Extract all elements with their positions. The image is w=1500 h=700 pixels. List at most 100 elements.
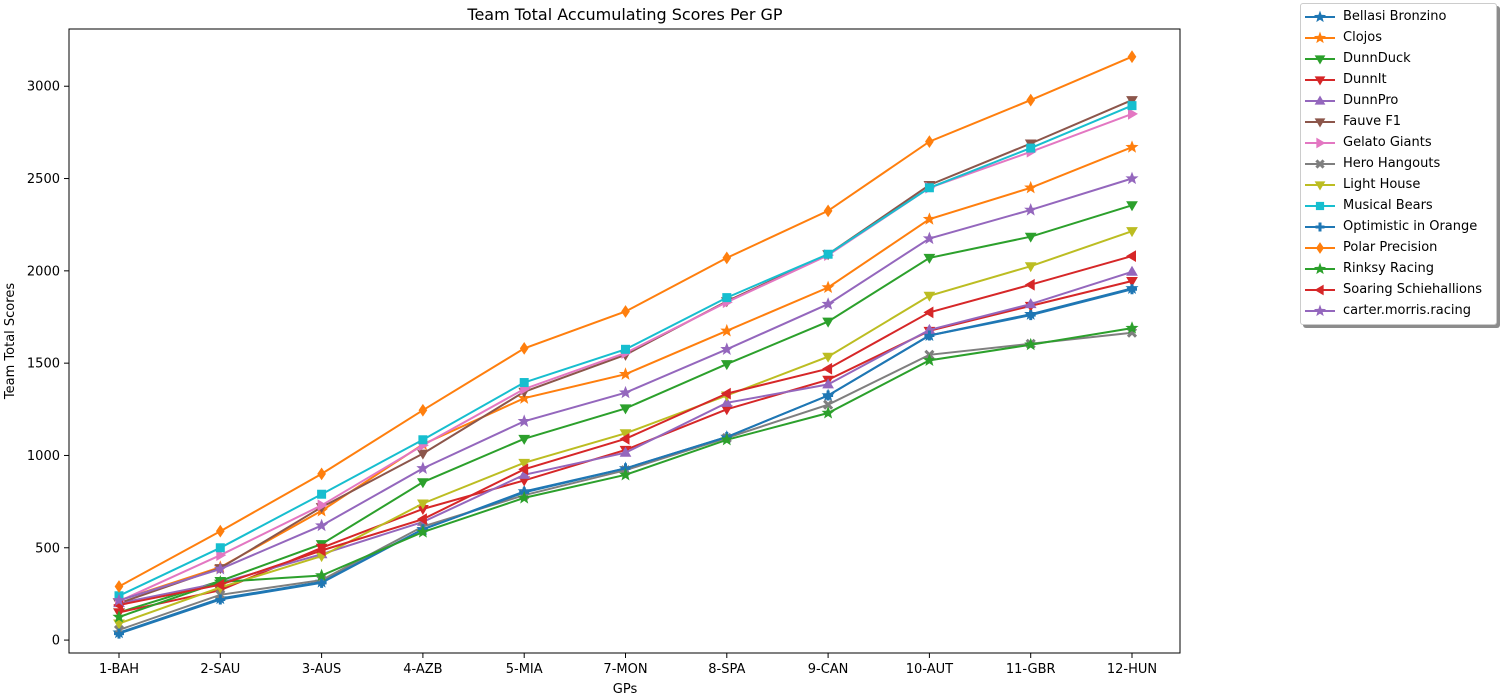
legend-label: carter.morris.racing [1343,303,1471,318]
data-point [821,297,835,310]
legend-swatch [1305,201,1335,210]
data-point [925,135,934,149]
legend-label: Rinksy Racing [1343,261,1434,276]
legend-swatch [1305,54,1335,64]
y-tick-label: 3000 [27,80,60,95]
data-point [1024,180,1038,194]
series-line [118,55,1133,588]
data-point [720,387,731,400]
data-point [517,490,531,504]
series-group [112,171,1139,606]
data-point [215,543,225,553]
legend-swatch [1305,262,1335,274]
x-tick-label: 1-BAH [99,662,139,677]
data-point [418,403,428,417]
data-point [517,414,531,427]
data-point [922,231,936,245]
data-point [317,489,327,499]
data-point [720,342,734,355]
data-point [720,432,734,446]
series-line [118,288,1133,635]
data-point [315,544,326,557]
data-point [417,499,429,510]
data-point [114,628,124,639]
data-point [720,323,734,337]
legend-swatch [1305,117,1335,127]
data-point [1126,277,1138,287]
data-point [821,280,835,294]
legend: Bellasi Bronzino Clojos DunnDuck DunnIt Dunn… [1300,3,1497,325]
plot-frame [68,28,1181,654]
data-point [1126,227,1138,238]
legend-label: Polar Precision [1343,240,1438,255]
data-point [822,378,834,389]
data-point [113,619,125,630]
data-point [1024,202,1038,216]
legend-item: Musical Bears [1301,195,1496,216]
data-point [1127,101,1137,111]
legend-item: Light House [1301,174,1496,195]
data-point [1025,310,1036,321]
data-point [619,446,632,457]
y-tick-label: 0 [52,634,60,649]
data-point [618,367,633,380]
data-point [417,449,429,460]
data-point [214,578,225,591]
x-tick-label: 2-SAU [200,662,240,677]
x-tick-label: 11-GBR [1006,662,1056,677]
series-group [113,201,1138,619]
legend-label: Bellasi Bronzino [1343,9,1447,24]
legend-label: Fauve F1 [1343,114,1402,129]
data-point [1128,108,1138,120]
legend-label: Hero Hangouts [1343,156,1441,171]
legend-swatch [1305,31,1335,43]
y-tick-label: 2500 [27,172,60,187]
x-tick-label: 10-AUT [906,662,953,677]
plot-area: 1-BAH 2-SAU 3-AUS 4-AZB 5-MIA 7-MON 8-SPA 9-CAN… [27,28,1181,677]
data-point [720,396,733,407]
legend-item: Rinksy Racing [1301,258,1496,279]
series-group [112,281,1139,639]
legend-item: Fauve F1 [1301,111,1496,132]
data-point [823,204,833,218]
data-point [316,577,327,588]
data-point [1024,262,1037,273]
x-tick-label: 9-CAN [808,662,849,677]
series-group [114,284,1137,639]
x-tick-label: 8-SPA [708,662,745,677]
x-tick-label: 12-HUN [1107,662,1157,677]
series-line [118,331,1133,631]
x-tick-label: 4-AZB [403,662,442,677]
data-point [822,352,834,363]
x-tick-label: 7-MON [603,662,647,677]
data-point [923,291,936,302]
data-point [924,183,934,193]
data-point [315,518,329,532]
legend-label: Light House [1343,177,1421,192]
data-point [618,467,633,481]
x-tick-label: 5-MIA [506,662,543,677]
data-point [922,353,936,366]
y-tick-label: 1000 [27,449,60,464]
legend-label: Gelato Giants [1343,135,1432,150]
data-point [1024,298,1037,309]
data-point [722,293,732,303]
data-point [418,435,428,445]
legend-item: DunnIt [1301,69,1496,90]
data-point [519,378,529,388]
x-tick-label: 3-AUS [302,662,341,677]
y-tick-label: 1500 [27,357,60,372]
data-point [822,362,833,375]
x-axis-label: GPs [613,682,638,697]
legend-item: carter.morris.racing [1301,300,1496,321]
data-point [621,344,630,354]
legend-swatch [1305,222,1335,231]
data-point [416,461,430,474]
y-tick-label: 500 [35,541,60,556]
data-point [619,404,632,415]
series-group [112,140,1139,606]
legend-item: Polar Precision [1301,237,1496,258]
data-point [1125,140,1139,153]
data-point [1024,278,1035,291]
data-point [923,306,934,319]
